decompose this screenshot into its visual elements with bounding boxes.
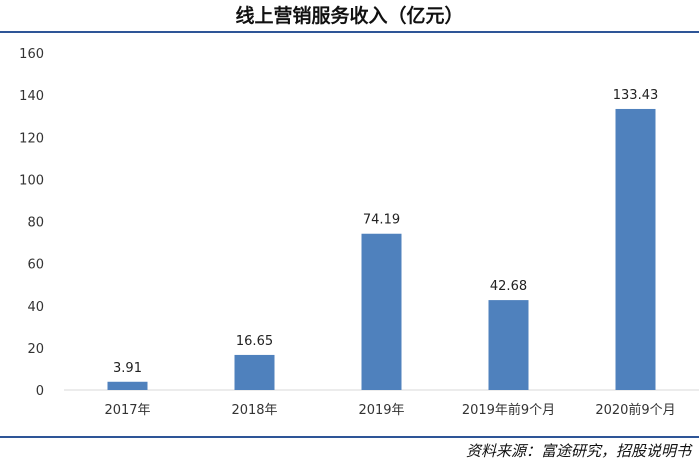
- bar-value-label: 42.68: [490, 279, 527, 294]
- bar: [615, 108, 656, 390]
- bar-chart: 0 20 40 60 80 100 120 140 160 3.91 16.65 74.19 42.6…: [19, 47, 699, 418]
- bar: [107, 381, 148, 390]
- bar: [488, 300, 529, 390]
- bar-value-label: 16.65: [236, 334, 273, 349]
- bars: [107, 108, 656, 390]
- chart-title: 线上营销服务收入（亿元）: [235, 5, 464, 27]
- y-tick-label: 80: [27, 216, 44, 231]
- source-note: 资料来源：富途研究，招股说明书: [465, 442, 691, 460]
- x-axis-ticks: 2017年 2018年 2019年 2019年前9个月 2020前9个月: [104, 402, 675, 418]
- x-tick-label: 2017年: [104, 403, 150, 418]
- y-tick-label: 160: [19, 47, 44, 62]
- y-tick-label: 120: [19, 131, 44, 146]
- x-tick-label: 2018年: [231, 403, 277, 418]
- y-tick-label: 140: [19, 89, 44, 104]
- bar: [361, 233, 402, 390]
- value-labels: 3.91 16.65 74.19 42.68 133.43: [113, 88, 658, 376]
- y-axis-ticks: 0 20 40 60 80 100 120 140 160: [19, 47, 44, 399]
- footer-divider: [0, 436, 699, 438]
- y-tick-label: 60: [27, 258, 44, 273]
- x-tick-label: 2020前9个月: [595, 402, 675, 418]
- bar-value-label: 74.19: [363, 213, 400, 228]
- x-tick-label: 2019年: [358, 403, 404, 418]
- y-tick-label: 20: [27, 342, 44, 357]
- bar: [234, 354, 275, 390]
- y-tick-label: 100: [19, 173, 44, 188]
- y-tick-label: 0: [36, 384, 44, 399]
- bar-value-label: 133.43: [613, 88, 659, 103]
- x-tick-label: 2019年前9个月: [462, 402, 555, 418]
- title-divider: [0, 31, 699, 33]
- y-tick-label: 40: [27, 300, 44, 315]
- bar-value-label: 3.91: [113, 361, 142, 376]
